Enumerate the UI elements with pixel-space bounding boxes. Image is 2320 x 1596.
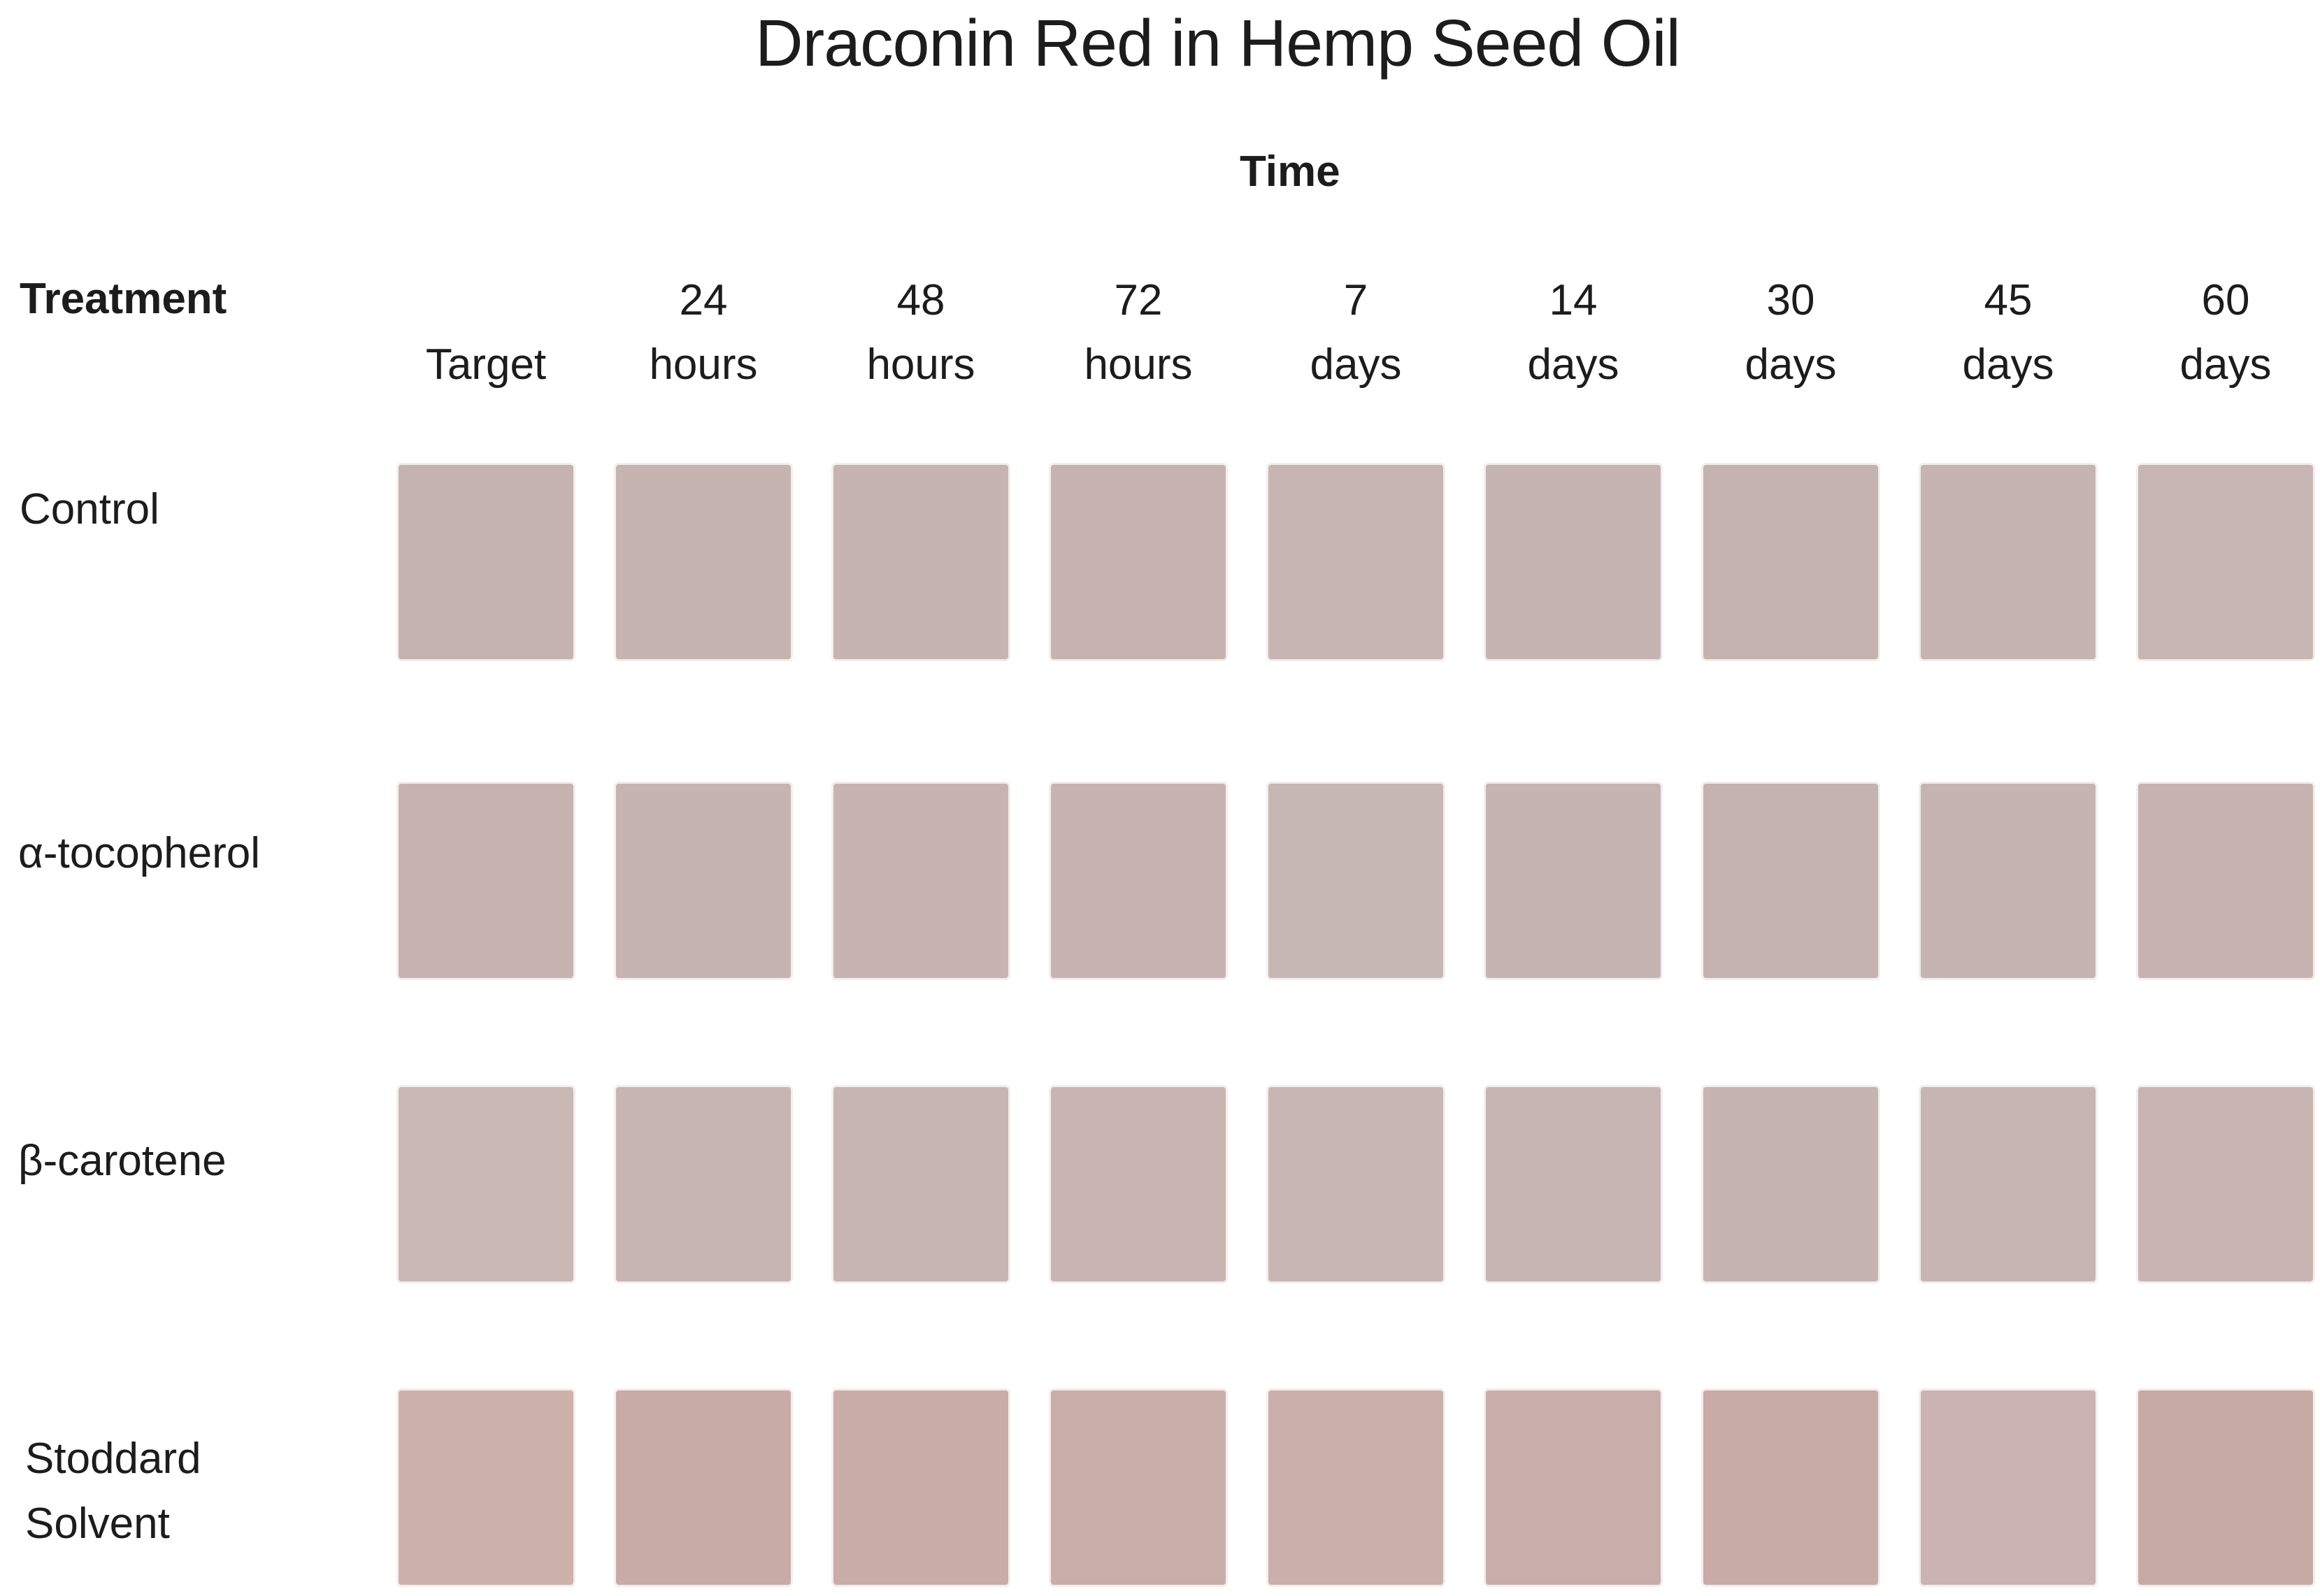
column-header-target: Target	[399, 268, 573, 397]
row-label-text-line2: Solvent	[25, 1500, 170, 1548]
row-label-text-line1: Stoddard	[25, 1435, 201, 1483]
swatch-row-control	[399, 465, 2313, 659]
column-header-24-hours: 24 hours	[616, 268, 791, 397]
column-header-line2: hours	[649, 340, 758, 389]
swatch-control-30-days	[1703, 465, 1878, 659]
column-header-line2: days	[1745, 340, 1837, 389]
swatch-row-beta-carotene	[399, 1087, 2313, 1281]
swatch-alpha-tocopherol-48-hours	[833, 784, 1008, 978]
swatch-alpha-tocopherol-7-days	[1268, 784, 1443, 978]
column-header-line2: hours	[866, 340, 975, 389]
figure-title: Draconin Red in Hemp Seed Oil	[755, 6, 1681, 80]
swatch-control-target	[399, 465, 573, 659]
column-header-line1	[399, 268, 573, 333]
swatch-beta-carotene-target	[399, 1087, 573, 1281]
column-header-7-days: 7 days	[1268, 268, 1443, 397]
swatch-stoddard-solvent-48-hours	[833, 1390, 1008, 1585]
swatch-stoddard-solvent-14-days	[1486, 1390, 1661, 1585]
column-header-line2: days	[2179, 340, 2272, 389]
swatch-control-72-hours	[1051, 465, 1226, 659]
row-label-text: β-carotene	[18, 1137, 227, 1185]
swatch-stoddard-solvent-24-hours	[616, 1390, 791, 1585]
swatch-alpha-tocopherol-24-hours	[616, 784, 791, 978]
row-label-stoddard-solvent: Stoddard Solvent	[25, 1426, 201, 1556]
column-header-72-hours: 72 hours	[1051, 268, 1226, 397]
time-axis-label: Time	[1240, 148, 1340, 196]
swatch-stoddard-solvent-45-days	[1921, 1390, 2096, 1585]
column-header-line2: Target	[425, 340, 547, 389]
swatch-control-45-days	[1921, 465, 2096, 659]
swatch-alpha-tocopherol-60-days	[2138, 784, 2313, 978]
swatch-alpha-tocopherol-30-days	[1703, 784, 1878, 978]
row-label-text: α-tocopherol	[18, 829, 261, 877]
column-header-line1: 72	[1114, 276, 1163, 324]
column-header-45-days: 45 days	[1921, 268, 2096, 397]
swatch-row-stoddard-solvent	[399, 1390, 2313, 1585]
swatch-alpha-tocopherol-target	[399, 784, 573, 978]
column-header-line1: 7	[1343, 276, 1368, 324]
swatch-control-60-days	[2138, 465, 2313, 659]
swatch-beta-carotene-30-days	[1703, 1087, 1878, 1281]
column-header-line1: 24	[679, 276, 728, 324]
column-header-line2: days	[1527, 340, 1619, 389]
swatch-control-7-days	[1268, 465, 1443, 659]
column-header-14-days: 14 days	[1486, 268, 1661, 397]
column-header-60-days: 60 days	[2138, 268, 2313, 397]
column-header-line1: 45	[1984, 276, 2033, 324]
column-header-line1: 14	[1549, 276, 1598, 324]
swatch-control-24-hours	[616, 465, 791, 659]
column-header-line2: days	[1310, 340, 1402, 389]
column-header-row: Target 24 hours 48 hours 72 hours 7 days…	[399, 268, 2313, 397]
swatch-beta-carotene-48-hours	[833, 1087, 1008, 1281]
swatch-beta-carotene-24-hours	[616, 1087, 791, 1281]
swatch-alpha-tocopherol-72-hours	[1051, 784, 1226, 978]
row-label-beta-carotene: β-carotene	[18, 1128, 227, 1193]
swatch-row-alpha-tocopherol	[399, 784, 2313, 978]
swatch-beta-carotene-60-days	[2138, 1087, 2313, 1281]
swatch-alpha-tocopherol-45-days	[1921, 784, 2096, 978]
swatch-control-48-hours	[833, 465, 1008, 659]
column-header-line2: days	[1962, 340, 2054, 389]
swatch-beta-carotene-14-days	[1486, 1087, 1661, 1281]
column-header-line1: 30	[1766, 276, 1815, 324]
column-header-48-hours: 48 hours	[833, 268, 1008, 397]
swatch-stoddard-solvent-30-days	[1703, 1390, 1878, 1585]
swatch-stoddard-solvent-60-days	[2138, 1390, 2313, 1585]
swatch-beta-carotene-45-days	[1921, 1087, 2096, 1281]
swatch-stoddard-solvent-target	[399, 1390, 573, 1585]
row-label-text: Control	[20, 485, 159, 533]
column-header-line2: hours	[1084, 340, 1193, 389]
column-header-30-days: 30 days	[1703, 268, 1878, 397]
swatch-beta-carotene-7-days	[1268, 1087, 1443, 1281]
swatch-alpha-tocopherol-14-days	[1486, 784, 1661, 978]
swatch-stoddard-solvent-72-hours	[1051, 1390, 1226, 1585]
row-label-control: Control	[20, 477, 159, 542]
swatch-control-14-days	[1486, 465, 1661, 659]
row-label-alpha-tocopherol: α-tocopherol	[18, 821, 260, 886]
treatment-axis-label: Treatment	[20, 275, 227, 323]
column-header-line1: 48	[896, 276, 945, 324]
swatch-beta-carotene-72-hours	[1051, 1087, 1226, 1281]
column-header-line1: 60	[2201, 276, 2250, 324]
swatch-stoddard-solvent-7-days	[1268, 1390, 1443, 1585]
